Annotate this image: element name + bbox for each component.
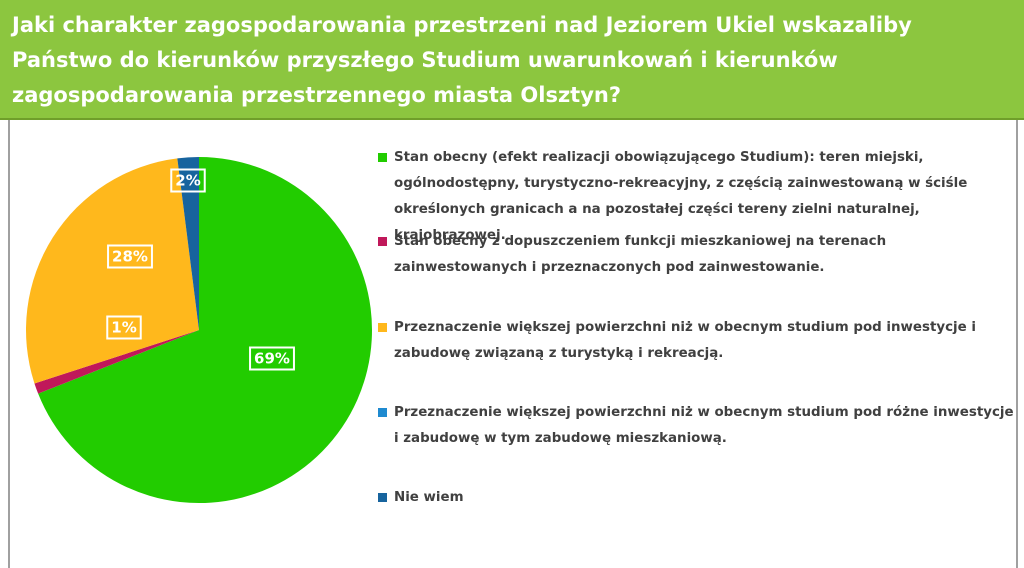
legend-swatch-1 bbox=[378, 237, 387, 246]
legend-swatch-3 bbox=[378, 408, 387, 417]
legend-item-2: Przeznaczenie większej powierzchni niż w… bbox=[378, 315, 1014, 367]
legend-item-1: Stan obecny z dopuszczeniem funkcji mies… bbox=[378, 229, 1014, 281]
slice-label-box-1 bbox=[106, 315, 142, 340]
legend-label-3: Przeznaczenie większej powierzchni niż w… bbox=[394, 405, 1014, 446]
pie-slice-0 bbox=[38, 157, 372, 503]
slice-label-box-0 bbox=[249, 346, 295, 371]
slice-label-box-4 bbox=[170, 168, 206, 193]
legend-label-0: Stan obecny (efekt realizacji obowiązują… bbox=[394, 150, 968, 243]
slice-label-1: 1% bbox=[111, 319, 136, 337]
pie-slice-4 bbox=[177, 157, 199, 330]
legend-label-4: Nie wiem bbox=[394, 490, 464, 505]
chart-title: Jaki charakter zagospodarowania przestrz… bbox=[12, 13, 912, 107]
question-header: Jaki charakter zagospodarowania przestrz… bbox=[0, 0, 1024, 120]
legend-label-1: Stan obecny z dopuszczeniem funkcji mies… bbox=[394, 234, 887, 275]
legend-swatch-0 bbox=[378, 153, 387, 162]
legend-item-0: Stan obecny (efekt realizacji obowiązują… bbox=[378, 145, 1014, 249]
slice-label-4: 2% bbox=[175, 172, 200, 190]
legend-item-3: Przeznaczenie większej powierzchni niż w… bbox=[378, 400, 1014, 452]
legend-swatch-2 bbox=[378, 323, 387, 332]
pie-chart: 69% 1% 28% 2% bbox=[25, 157, 372, 503]
pie-slice-2 bbox=[25, 158, 199, 384]
slice-label-box-2 bbox=[107, 244, 153, 269]
legend-swatch-4 bbox=[378, 493, 387, 502]
legend-item-4: Nie wiem bbox=[378, 485, 1014, 511]
chart-frame: 69% 1% 28% 2% bbox=[8, 120, 1018, 568]
slice-label-0: 69% bbox=[254, 350, 290, 368]
slice-label-2: 28% bbox=[112, 248, 148, 266]
pie-slice-1 bbox=[34, 330, 199, 394]
legend-label-2: Przeznaczenie większej powierzchni niż w… bbox=[394, 320, 976, 361]
